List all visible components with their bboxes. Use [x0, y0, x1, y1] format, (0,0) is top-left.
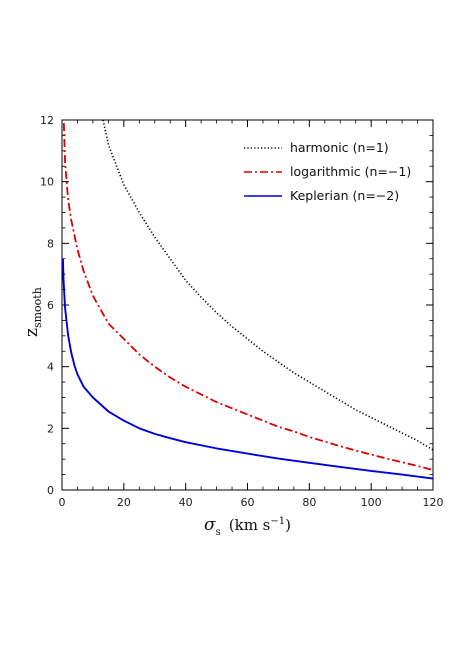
x-axis-symbol: σ	[204, 515, 216, 535]
x-tick-label: 40	[179, 496, 193, 509]
y-tick-label: 12	[40, 114, 54, 127]
x-axis-units: (km s	[229, 516, 271, 534]
x-tick-label: 80	[302, 496, 316, 509]
y-axis-label: zsmooth	[22, 287, 44, 337]
axis-tick-labels: 0 20 40 60 80 100 120 0 2 4 6 8 10 12	[40, 114, 444, 509]
y-axis-main: z	[22, 328, 42, 337]
legend-label-3: Keplerian (n=−2)	[290, 188, 399, 203]
axis-ticks	[61, 119, 434, 491]
legend: harmonic (n=1) logarithmic (n=−1) Kepleria…	[244, 140, 411, 203]
x-tick-label: 60	[241, 496, 255, 509]
x-axis-superscript: −1	[270, 516, 285, 527]
legend-label-1: harmonic (n=1)	[290, 140, 389, 155]
y-tick-label: 2	[47, 422, 54, 435]
x-axis-label: σs (km s−1)	[204, 515, 291, 538]
series-line-2	[62, 123, 434, 471]
x-tick-label: 0	[59, 496, 66, 509]
series-line-1	[102, 119, 434, 451]
series-lines	[61, 119, 434, 480]
y-tick-label: 6	[47, 299, 54, 312]
series-line-3	[61, 258, 434, 480]
y-tick-label: 8	[47, 237, 54, 250]
x-axis-close: )	[285, 516, 291, 534]
legend-label-2: logarithmic (n=−1)	[290, 164, 411, 179]
y-tick-label: 4	[47, 361, 54, 374]
y-tick-label: 0	[47, 484, 54, 497]
x-tick-label: 120	[423, 496, 444, 509]
x-tick-label: 20	[117, 496, 131, 509]
x-axis-subscript: s	[216, 527, 221, 538]
y-axis-subscript: smooth	[31, 287, 44, 328]
x-tick-label: 100	[361, 496, 382, 509]
y-tick-label: 10	[40, 176, 54, 189]
